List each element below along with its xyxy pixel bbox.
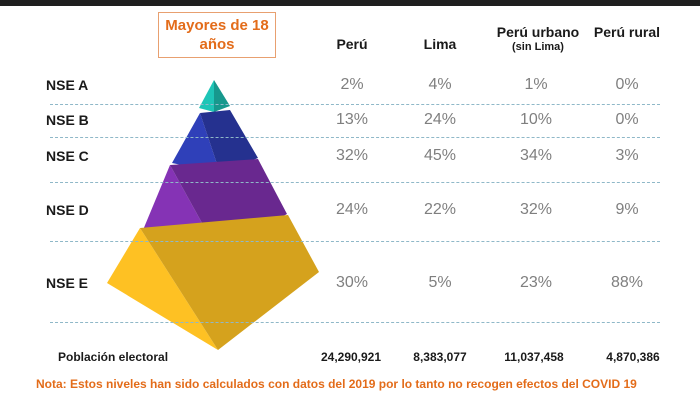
row-separator <box>50 322 660 323</box>
data-cell: 45% <box>423 147 457 164</box>
footnote: Nota: Estos niveles han sido calculados … <box>36 377 637 391</box>
population-label: Población electoral <box>58 350 169 364</box>
column-label: Perú urbano <box>496 24 580 40</box>
data-cell: 32% <box>519 201 553 218</box>
column-header-peru: Perú <box>312 36 392 53</box>
data-cell: 3% <box>615 147 639 164</box>
population-lima: 8,383,077 <box>413 350 467 364</box>
data-cell: 24% <box>335 201 369 218</box>
data-cell: 32% <box>335 147 369 164</box>
data-cell: 9% <box>615 201 639 218</box>
data-cell: 0% <box>615 76 639 93</box>
row-label-nse-a: NSE A <box>46 77 89 93</box>
data-cell: 4% <box>428 76 452 93</box>
data-cell: 10% <box>519 111 553 128</box>
chart-title: Mayores de 18 años <box>158 12 276 58</box>
pyramid-tier-4-right-face <box>140 215 319 350</box>
population-peru-urbano: 11,037,458 <box>504 350 564 364</box>
data-cell: 0% <box>615 111 639 128</box>
data-cell: 24% <box>423 111 457 128</box>
data-cell: 5% <box>428 274 452 291</box>
population-peru-rural: 4,870,386 <box>606 350 660 364</box>
pyramid-tier-1-left-face <box>199 80 214 112</box>
column-label: Lima <box>423 36 457 52</box>
row-label-nse-b: NSE B <box>46 112 89 128</box>
row-label-nse-c: NSE C <box>46 148 89 164</box>
data-cell: 13% <box>335 111 369 128</box>
top-dark-bar <box>0 0 700 6</box>
data-cell: 30% <box>335 274 369 291</box>
data-cell: 1% <box>524 76 548 93</box>
pyramid-tier-1-right-face <box>214 80 230 112</box>
pyramid-tier-4-left-face <box>107 228 218 350</box>
data-cell: 2% <box>340 76 364 93</box>
row-label-nse-d: NSE D <box>46 202 89 218</box>
column-header-lima: Lima <box>400 36 480 53</box>
data-cell: 88% <box>610 274 644 291</box>
row-separator <box>50 137 660 138</box>
column-header-peru-rural: Perú rural <box>592 24 662 41</box>
column-header-peru-urbano: Perú urbano (sin Lima) <box>490 24 586 54</box>
data-cell: 34% <box>519 147 553 164</box>
column-label: Perú rural <box>593 24 661 40</box>
data-cell: 22% <box>423 201 457 218</box>
row-separator <box>50 104 660 105</box>
pyramid-tier-2-right-face <box>200 110 258 173</box>
row-label-nse-e: NSE E <box>46 275 89 291</box>
data-cell: 23% <box>519 274 553 291</box>
population-peru: 24,290,921 <box>320 350 382 364</box>
row-separator <box>50 241 660 242</box>
pyramid-tier-2-left-face <box>172 113 220 173</box>
row-separator <box>50 182 660 183</box>
column-label: Perú <box>336 36 368 52</box>
column-sublabel: (sin Lima) <box>512 41 564 53</box>
